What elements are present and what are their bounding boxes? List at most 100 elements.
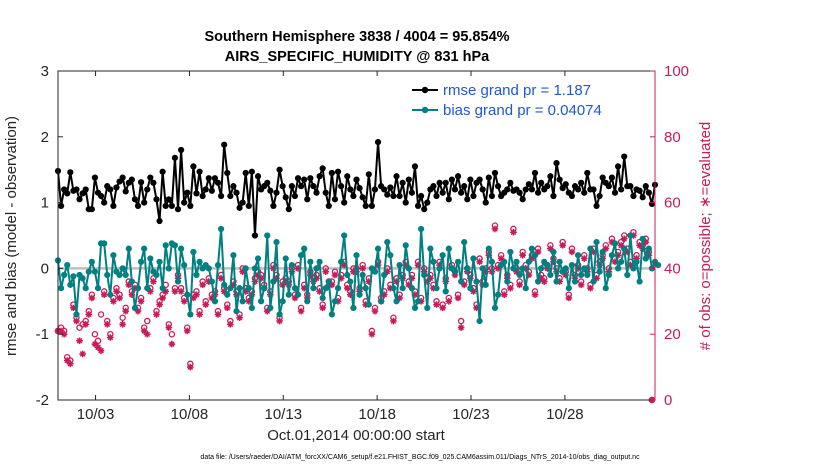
bias-point [642,255,649,262]
bias-point [547,271,554,279]
obs-evaluated-point [276,317,283,325]
obs-evaluated-point [331,271,339,279]
obs-evaluated-point [611,258,619,266]
bias-point [356,291,363,298]
obs-evaluated-point [85,311,93,318]
legend-rmse-label: rmse grand pr = 1.187 [443,82,591,99]
bias-point [421,271,428,279]
rmse-point [448,176,455,183]
rmse-point [301,176,308,183]
bias-point [94,285,102,292]
rmse-point [507,179,514,186]
bias-point [344,271,351,279]
obs-evaluated-point [580,255,588,262]
rmse-point [162,202,169,209]
bias-point [399,285,406,292]
obs-evaluated-point [147,288,154,295]
rmse-point [248,168,255,175]
bias-point [550,248,557,256]
bias-point [313,265,320,272]
rmse-point [368,202,375,209]
bias-point [230,252,237,259]
rmse-point [316,173,323,180]
rmse-point [581,189,588,196]
obs-evaluated-point [239,268,246,275]
obs-evaluated-point [119,321,126,328]
obs-possible-point [168,330,176,338]
rmse-point [141,199,148,206]
bias-point [264,232,271,239]
bias-point [338,258,345,265]
rmse-point [322,189,329,196]
bias-point [519,265,526,272]
bias-point [605,271,612,279]
rmse-point [137,179,145,186]
obs-evaluated-point [547,245,554,252]
rmse-point [113,184,120,191]
bias-point [538,265,545,272]
bias-point [562,265,569,272]
y-right-axis-ticks: 0 20 40 60 80 100 [650,63,689,409]
rmse-point [153,196,160,203]
obs-evaluated-point [451,271,459,279]
rmse-point [193,190,200,197]
bias-point [156,258,163,265]
obs-evaluated-point [67,360,74,368]
obs-evaluated-point [125,281,133,289]
obs-evaluated-point [457,324,465,331]
rmse-point [504,186,511,193]
bias-point [70,273,77,280]
chart-subtitle: AIRS_SPECIFIC_HUMIDITY @ 831 hPa [225,49,490,65]
obs-evaluated-point [180,298,188,305]
bias-point [433,285,440,292]
bias-point [510,265,517,272]
rmse-point [544,183,551,190]
obs-evaluated-point [408,274,416,282]
bias-point [304,298,311,305]
bias-point [574,252,582,259]
bias-point [316,258,323,265]
obs-evaluated-point [193,291,200,299]
bias-point [645,245,652,252]
bias-point [141,245,148,252]
bias-point [285,291,292,298]
obs-evaluated-point [223,304,231,312]
rmse-point [605,183,612,190]
obs-evaluated-point [227,321,234,328]
rmse-point [445,196,452,203]
obs-evaluated-point [337,274,345,282]
obs-evaluated-point [476,258,483,266]
obs-evaluated-point [553,268,560,275]
obs-evaluated-point [107,334,114,341]
obs-evaluated-point [519,251,526,259]
y-tick-label: 1 [41,195,49,212]
rmse-point [174,206,182,213]
rmse-point [384,191,391,198]
bias-point [298,252,305,259]
bias-point [479,265,486,272]
rmse-point [184,189,191,196]
obs-evaluated-point [368,330,376,338]
obs-evaluated-point [199,281,206,289]
obs-evaluated-point [91,340,99,348]
obs-evaluated-point [82,321,89,328]
rmse-point [516,189,523,196]
rmse-point [150,179,157,186]
rmse-point [165,196,172,203]
rmse-point [171,154,179,161]
rmse-point [341,199,348,206]
obs-evaluated-point [307,271,314,279]
x-tick-label: 10/08 [171,406,209,423]
bias-point [177,245,185,252]
obs-evaluated-point [153,311,160,318]
rmse-point [578,179,585,186]
obs-evaluated-point [411,291,419,299]
obs-evaluated-point [454,294,462,302]
obs-evaluated-point [190,294,197,302]
bias-point [73,311,80,318]
obs-evaluated-point [88,294,96,302]
bias-point [242,265,249,272]
bias-point [233,308,240,315]
rmse-point [64,190,71,197]
rmse-point [479,186,486,193]
